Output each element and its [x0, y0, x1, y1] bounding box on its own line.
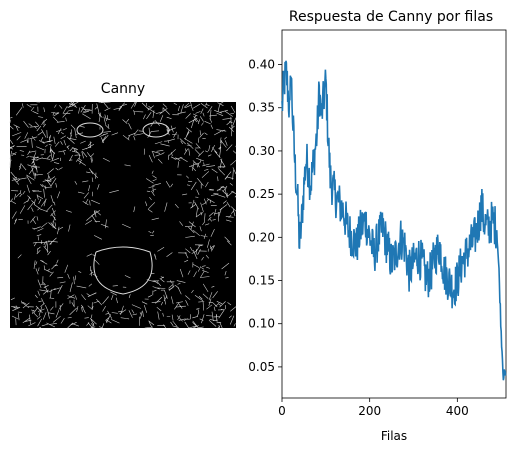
y-tick-label: 0.25 [248, 187, 275, 201]
x-axis-label: Filas [381, 429, 407, 443]
y-tick-label: 0.35 [248, 101, 275, 115]
y-tick-label: 0.20 [248, 230, 275, 244]
canny-panel: Canny [9, 81, 237, 329]
x-tick-label: 400 [446, 404, 469, 418]
y-tick-label: 0.30 [248, 144, 275, 158]
x-tick-label: 0 [278, 404, 286, 418]
y-tick-label: 0.05 [248, 360, 275, 374]
series-line [281, 60, 507, 381]
x-axis-ticks: 0 200 400 [278, 398, 469, 418]
y-tick-label: 0.15 [248, 274, 275, 288]
canny-edges [9, 101, 237, 329]
chart-title: Respuesta de Canny por filas [289, 9, 493, 25]
canny-title: Canny [101, 81, 145, 97]
y-tick-label: 0.40 [248, 58, 275, 72]
y-axis-ticks: 0.05 0.10 0.15 0.20 0.25 0.30 0.35 0.40 [248, 58, 282, 374]
line-panel: Respuesta de Canny por filas 0 200 400 0.0… [248, 9, 507, 443]
nose-edge [93, 246, 153, 295]
y-tick-label: 0.10 [248, 317, 275, 331]
x-tick-label: 200 [358, 404, 381, 418]
eye-edge [142, 122, 170, 138]
plot-frame [281, 29, 507, 399]
edge-strokes [9, 101, 237, 329]
eye-edge [76, 122, 104, 138]
